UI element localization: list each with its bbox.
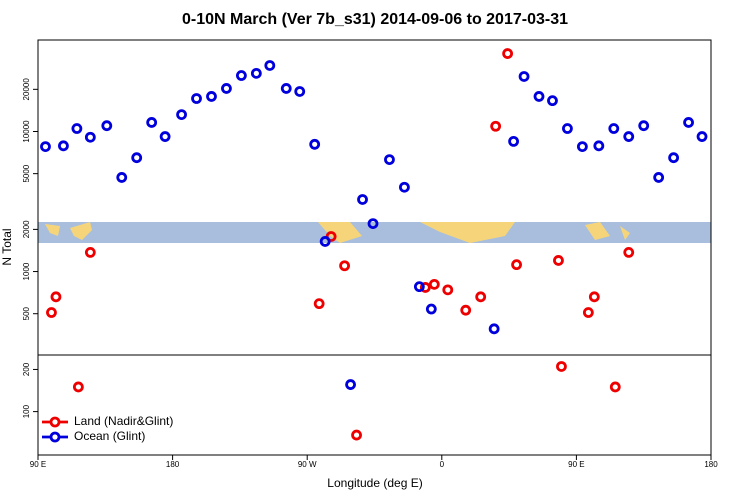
point — [460, 304, 472, 316]
point — [367, 218, 379, 229]
point — [511, 259, 522, 271]
point — [235, 70, 247, 81]
point — [425, 303, 437, 315]
legend-marker — [49, 416, 61, 428]
point — [668, 152, 680, 164]
legend-label: Ocean (Glint) — [74, 429, 145, 443]
point — [508, 135, 519, 147]
legend-label: Land (Nadir&Glint) — [74, 414, 173, 428]
point — [576, 141, 588, 153]
land-shapes — [45, 222, 630, 243]
y-tick-label: 20000 — [22, 78, 31, 101]
point — [638, 120, 650, 132]
point — [413, 281, 425, 293]
point — [131, 152, 143, 164]
point — [533, 91, 545, 102]
point — [250, 67, 262, 79]
legend-marker — [49, 431, 61, 443]
point — [683, 117, 694, 128]
point — [84, 131, 96, 143]
point — [294, 86, 306, 97]
point — [562, 123, 573, 134]
point — [609, 381, 621, 393]
y-tick-label: 200 — [22, 362, 31, 376]
point — [221, 83, 232, 94]
y-tick-label: 10000 — [22, 120, 31, 143]
chart-title: 0-10N March (Ver 7b_s31) 2014-09-06 to 2… — [182, 11, 568, 28]
point — [176, 109, 187, 121]
point — [384, 154, 395, 165]
point — [264, 60, 276, 71]
point — [46, 307, 57, 318]
point — [475, 291, 487, 303]
point — [280, 83, 292, 94]
x-tick-label: 90 E — [568, 460, 584, 469]
y-tick-label: 1000 — [22, 262, 31, 280]
point — [623, 131, 635, 142]
y-tick-label: 500 — [22, 306, 31, 320]
point — [419, 282, 431, 293]
point — [101, 120, 113, 132]
point — [159, 131, 171, 142]
point — [556, 361, 567, 372]
point — [488, 323, 500, 335]
point — [146, 117, 158, 128]
point — [518, 71, 530, 82]
ocean-strip — [38, 222, 711, 243]
point — [351, 429, 362, 441]
x-tick-label: 90 W — [298, 460, 317, 469]
point — [608, 123, 620, 134]
point — [319, 236, 331, 247]
point — [313, 298, 325, 310]
point — [553, 255, 564, 266]
point — [339, 260, 350, 272]
y-tick-label: 5000 — [22, 164, 31, 182]
point — [345, 379, 356, 390]
point — [399, 181, 410, 193]
point — [191, 93, 202, 104]
point — [653, 172, 665, 183]
point — [582, 307, 594, 318]
point — [116, 172, 128, 183]
x-tick-label: 90 E — [30, 460, 46, 469]
point — [623, 246, 635, 258]
point — [490, 120, 502, 132]
point — [696, 131, 708, 142]
y-axis-label: N Total — [0, 228, 14, 265]
x-tick-label: 180 — [166, 460, 180, 469]
point — [40, 141, 51, 153]
y-tick-label: 100 — [22, 404, 31, 418]
map-strip — [38, 222, 711, 243]
point — [206, 91, 217, 102]
x-axis-label: Longitude (deg E) — [327, 476, 422, 490]
point — [58, 140, 69, 152]
point — [357, 194, 368, 205]
y-tick-label: 2000 — [22, 220, 31, 238]
x-tick-label: 180 — [704, 460, 718, 469]
point — [442, 284, 454, 296]
x-tick-label: 0 — [440, 460, 445, 469]
point — [72, 381, 84, 393]
point — [428, 278, 440, 290]
point — [84, 246, 96, 258]
point — [502, 48, 514, 59]
plot-frame — [37, 39, 712, 456]
point — [547, 95, 558, 107]
point — [309, 138, 321, 150]
point — [593, 140, 605, 152]
point — [50, 291, 62, 303]
point — [588, 291, 600, 303]
point — [71, 123, 83, 134]
